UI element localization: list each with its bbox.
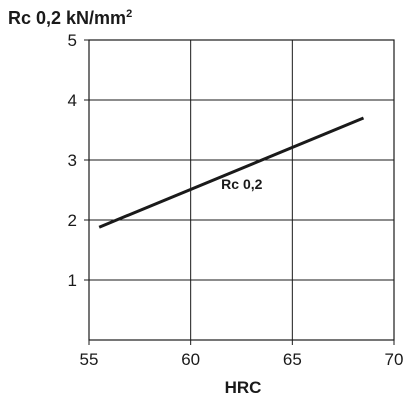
grid xyxy=(84,39,395,345)
y-axis-title-superscript: 2 xyxy=(126,8,133,20)
y-tick-label-2: 2 xyxy=(68,211,77,230)
tick-labels: 55 60 65 70 1 2 3 4 5 xyxy=(68,31,404,369)
y-axis-title-text: Rc 0,2 kN/mm xyxy=(8,8,127,28)
x-axis-title: HRC xyxy=(225,378,262,397)
y-tick-label-3: 3 xyxy=(68,151,77,170)
series-line-0 xyxy=(98,116,365,229)
y-tick-label-5: 5 xyxy=(68,31,77,50)
series-annotation-0: Rc 0,2 xyxy=(221,176,262,192)
x-tick-label-65: 65 xyxy=(283,350,302,369)
y-tick-label-4: 4 xyxy=(68,91,77,110)
y-axis-title: Rc 0,2 kN/mm2 xyxy=(8,8,132,29)
x-tick-label-55: 55 xyxy=(80,350,99,369)
series-layer xyxy=(98,116,365,229)
x-tick-label-60: 60 xyxy=(181,350,200,369)
y-tick-label-1: 1 xyxy=(68,271,77,290)
annotations: Rc 0,2 xyxy=(221,176,262,192)
x-tick-label-70: 70 xyxy=(385,350,404,369)
